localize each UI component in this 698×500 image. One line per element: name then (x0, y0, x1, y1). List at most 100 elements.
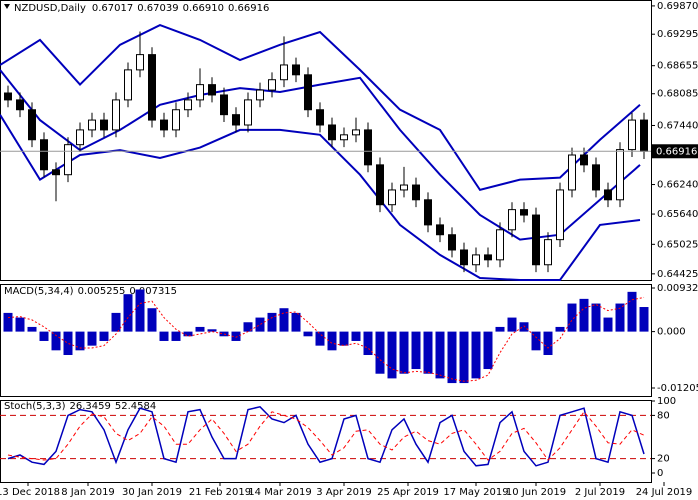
macd-bar (87, 331, 97, 346)
stoch-panel-frame (0, 400, 652, 483)
macd-bar (363, 331, 373, 356)
header-low: 0.66910 (183, 3, 224, 14)
macd-bar (183, 331, 193, 337)
candle-body (172, 109, 180, 131)
x-tick-label: 17 May 2019 (443, 487, 508, 498)
candle-body (496, 229, 504, 261)
last-price-label: 0.66916 (656, 146, 697, 157)
x-tick-label: 3 Apr 2019 (316, 487, 371, 498)
macd-bar (135, 289, 145, 332)
candle-body (100, 119, 108, 131)
macd-bar (423, 331, 433, 374)
candle-body (40, 139, 48, 171)
macd-bar (471, 331, 481, 379)
macd-bar (231, 331, 241, 341)
candle-body (256, 89, 264, 101)
y-tick-label: 0.65640 (657, 209, 698, 220)
x-tick-label: 13 Dec 2018 (0, 487, 60, 498)
macd-bar (195, 326, 205, 332)
symbol-title: NZDUSD,Daily (14, 3, 86, 14)
macd-bar (519, 322, 529, 332)
stoch-d-value: 52.4584 (115, 401, 156, 412)
stoch-k-value: 26.3459 (69, 401, 110, 412)
candle-body (580, 154, 588, 166)
macd-bar (555, 326, 565, 332)
macd-bar (627, 291, 637, 332)
candle-body (640, 119, 648, 152)
macd-bar (639, 307, 649, 332)
y-tick-label: -0.012053 (657, 383, 698, 394)
price-header: NZDUSD,Daily 0.67017 0.67039 0.66910 0.66916 (14, 3, 269, 14)
macd-bar (15, 317, 25, 332)
macd-bar (63, 331, 73, 356)
macd-bar (291, 312, 301, 332)
bollinger-band (0, 24, 641, 192)
macd-bar (243, 322, 253, 332)
macd-bar (51, 331, 61, 351)
stoch-title: Stoch(5,3,3) (4, 401, 66, 412)
macd-bar (171, 331, 181, 341)
macd-bar (435, 331, 445, 379)
candle-body (520, 209, 528, 216)
symbol-icon (4, 4, 10, 9)
macd-bar (39, 331, 49, 341)
y-tick-label: 0.69295 (657, 29, 698, 40)
macd-bar (351, 331, 361, 341)
candle-body (316, 109, 324, 126)
macd-bar (387, 331, 397, 379)
candle-body (340, 134, 348, 141)
macd-bar (3, 312, 13, 332)
macd-bar (399, 331, 409, 374)
header-open: 0.67017 (92, 3, 133, 14)
x-tick-label: 8 Jan 2019 (61, 487, 115, 498)
candle-body (4, 92, 12, 101)
candle-body (388, 189, 396, 206)
candle-body (64, 144, 72, 176)
y-tick-label: 0.65025 (657, 239, 698, 250)
macd-value: 0.005255 (78, 286, 126, 297)
candle-body (412, 184, 420, 201)
macd-bar (27, 326, 37, 332)
candle-body (292, 64, 300, 76)
candle-body (208, 84, 216, 96)
macd-bar (603, 317, 613, 332)
macd-bar (411, 331, 421, 370)
macd-bar (447, 331, 457, 384)
candle-body (88, 119, 96, 131)
x-tick-label: 21 Feb 2019 (189, 487, 251, 498)
candle-body (304, 74, 312, 111)
macd-title: MACD(5,34,4) (4, 286, 74, 297)
candle-body (556, 189, 564, 241)
candle-body (196, 84, 204, 101)
macd-bar (315, 331, 325, 346)
candle-body (436, 224, 444, 236)
macd-bar (123, 294, 133, 332)
y-tick-label: 20 (657, 454, 670, 465)
macd-bar (207, 329, 217, 332)
candle-body (16, 99, 24, 111)
macd-panel-frame (0, 284, 652, 397)
macd-bar (339, 331, 349, 346)
x-tick-label: 10 Jun 2019 (506, 487, 566, 498)
candle-body (352, 129, 360, 136)
candle-body (628, 119, 636, 151)
macd-bar (591, 303, 601, 332)
y-tick-label: 0.64425 (657, 269, 698, 280)
y-tick-label: 0.009322 (657, 283, 698, 294)
y-tick-label: 0 (657, 468, 663, 479)
y-tick-label: 0.000 (657, 327, 686, 338)
macd-bar (279, 308, 289, 332)
last-price-box (652, 144, 698, 159)
candle-body (604, 189, 612, 201)
candle-body (148, 54, 156, 121)
x-tick-label: 14 Mar 2019 (248, 487, 311, 498)
price-panel-frame (0, 0, 652, 281)
macd-bar (507, 317, 517, 332)
candle-body (160, 119, 168, 131)
header-high: 0.67039 (137, 3, 178, 14)
macd-bar (459, 331, 469, 384)
macd-bar (327, 331, 337, 351)
candle-body (136, 54, 144, 71)
y-tick-label: 0.69870 (657, 1, 698, 12)
